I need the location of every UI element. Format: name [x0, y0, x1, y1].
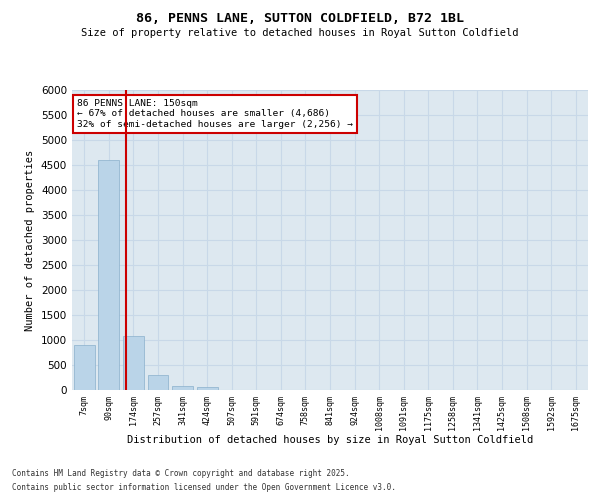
Bar — [123, 336, 144, 390]
Text: Contains public sector information licensed under the Open Government Licence v3: Contains public sector information licen… — [12, 484, 396, 492]
Text: Size of property relative to detached houses in Royal Sutton Coldfield: Size of property relative to detached ho… — [81, 28, 519, 38]
Bar — [74, 345, 95, 390]
X-axis label: Distribution of detached houses by size in Royal Sutton Coldfield: Distribution of detached houses by size … — [127, 436, 533, 446]
Text: 86, PENNS LANE, SUTTON COLDFIELD, B72 1BL: 86, PENNS LANE, SUTTON COLDFIELD, B72 1B… — [136, 12, 464, 26]
Text: 86 PENNS LANE: 150sqm
← 67% of detached houses are smaller (4,686)
32% of semi-d: 86 PENNS LANE: 150sqm ← 67% of detached … — [77, 99, 353, 129]
Bar — [148, 375, 169, 390]
Bar — [172, 386, 193, 390]
Text: Contains HM Land Registry data © Crown copyright and database right 2025.: Contains HM Land Registry data © Crown c… — [12, 468, 350, 477]
Bar — [98, 160, 119, 390]
Y-axis label: Number of detached properties: Number of detached properties — [25, 150, 35, 330]
Bar — [197, 387, 218, 390]
